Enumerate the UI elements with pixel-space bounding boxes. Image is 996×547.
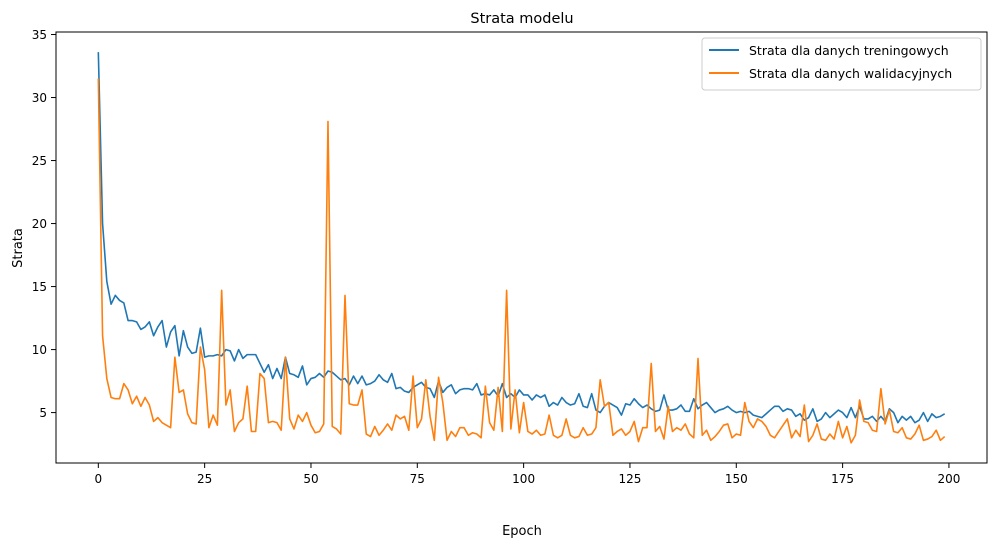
y-tick-label: 25 (32, 154, 47, 168)
x-tick-label: 0 (94, 472, 102, 486)
x-tick-label: 25 (197, 472, 212, 486)
x-axis-ticks: 0 25 50 75 100 125 150 175 200 (94, 463, 960, 486)
x-tick-label: 50 (303, 472, 318, 486)
validation-loss-line (97, 78, 946, 444)
y-tick-label: 35 (32, 28, 47, 42)
axes-frame (55, 31, 988, 464)
train-loss-line (97, 52, 946, 424)
y-axis-label: Strata (11, 228, 26, 268)
x-tick-label: 150 (725, 472, 748, 486)
x-axis-label: Epoch (502, 524, 542, 539)
x-tick-label: 125 (619, 472, 642, 486)
legend-label-train: Strata dla danych treningowych (749, 43, 949, 58)
x-tick-label: 175 (831, 472, 854, 486)
y-tick-label: 10 (32, 343, 47, 357)
legend-label-validation: Strata dla danych walidacyjnych (749, 66, 952, 81)
y-tick-label: 15 (32, 280, 47, 294)
legend-frame (701, 37, 982, 91)
chart-title: Strata modelu (470, 11, 573, 27)
y-axis-ticks: 5 10 15 20 25 30 35 (32, 28, 56, 420)
x-tick-label: 200 (937, 472, 960, 486)
x-tick-label: 75 (410, 472, 425, 486)
y-tick-label: 5 (39, 406, 47, 420)
x-tick-label: 100 (512, 472, 535, 486)
series-lines (97, 52, 946, 444)
y-tick-label: 20 (32, 217, 47, 231)
plot-area: 0 25 50 75 100 125 150 175 200 5 10 15 20 25 30 35 (32, 28, 988, 486)
legend: Strata dla danych treningowych Strata dl… (701, 37, 982, 91)
y-tick-label: 30 (32, 91, 47, 105)
